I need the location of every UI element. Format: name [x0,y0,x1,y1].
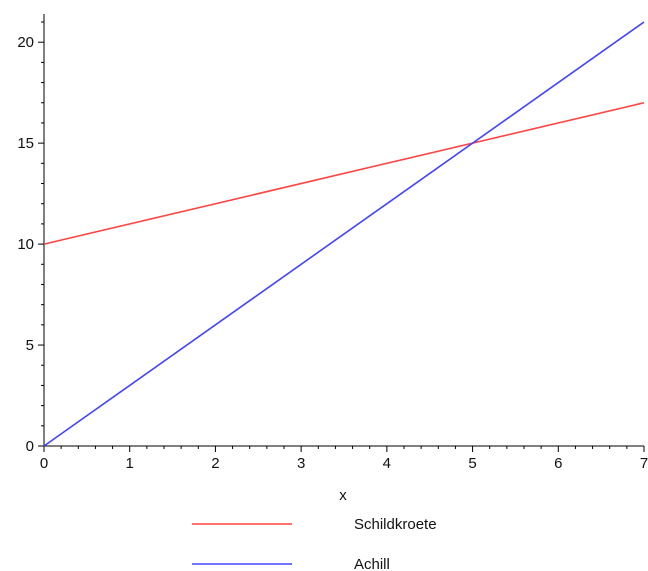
y-ticks: 0 5 10 15 20 [17,21,44,455]
y-tick-label: 10 [17,236,34,253]
legend-label-schildkroete: Schildkroete [354,516,437,533]
y-tick-label: 15 [17,135,34,152]
y-tick-label: 5 [26,337,34,354]
x-ticks: 0 1 2 3 4 5 6 7 [40,446,648,472]
x-tick-label: 4 [383,455,391,472]
series-line-achill [43,21,645,447]
x-tick-label: 1 [126,455,134,472]
legend: Schildkroete Achill [192,516,437,571]
y-tick-label: 0 [26,438,34,455]
x-tick-label: 0 [40,455,48,472]
legend-label-achill: Achill [354,556,390,571]
x-tick-label: 3 [297,455,305,472]
x-tick-label: 2 [211,455,219,472]
x-tick-label: 6 [554,455,562,472]
x-tick-label: 5 [468,455,476,472]
series-line-schildkroete [43,101,645,245]
y-tick-label: 20 [17,34,34,51]
x-axis-label: x [339,487,347,504]
series-lines [43,21,645,447]
plot-area: 0 1 2 3 4 5 6 7 0 5 10 15 20 [17,14,648,472]
x-tick-label: 7 [640,455,648,472]
